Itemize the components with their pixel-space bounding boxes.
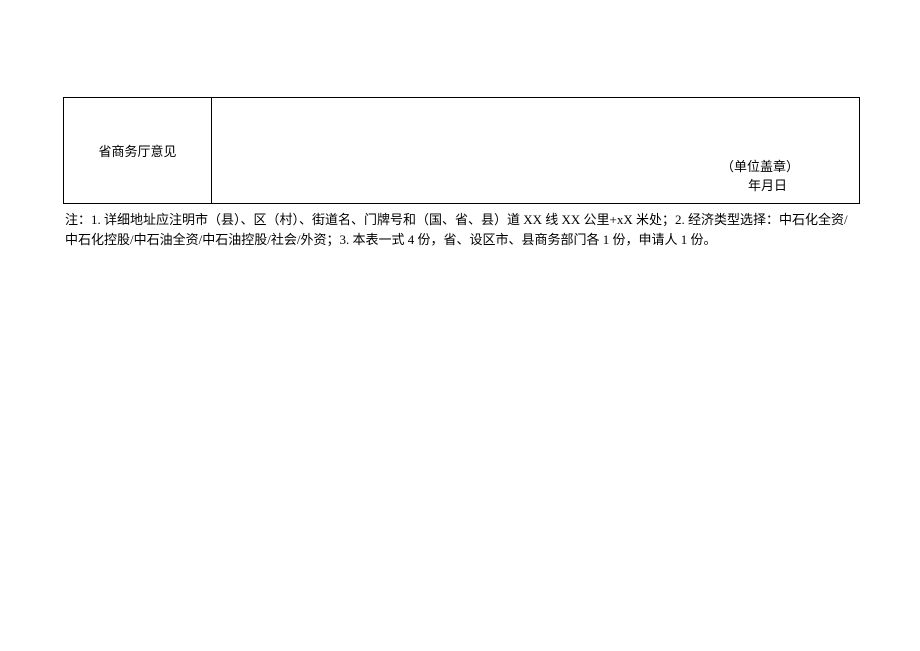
notes-text: 注：1. 详细地址应注明市（县）、区（村）、街道名、门牌号和（国、省、县）道 X… xyxy=(63,210,860,250)
opinion-content-cell: （单位盖章） 年月日 xyxy=(212,98,860,204)
opinion-label: 省商务厅意见 xyxy=(98,144,176,159)
stamp-text: （单位盖章） xyxy=(721,156,799,175)
date-text: 年月日 xyxy=(748,175,787,194)
opinion-label-cell: 省商务厅意见 xyxy=(64,98,212,204)
opinion-table: 省商务厅意见 （单位盖章） 年月日 xyxy=(63,97,860,204)
table-row: 省商务厅意见 （单位盖章） 年月日 xyxy=(64,98,860,204)
